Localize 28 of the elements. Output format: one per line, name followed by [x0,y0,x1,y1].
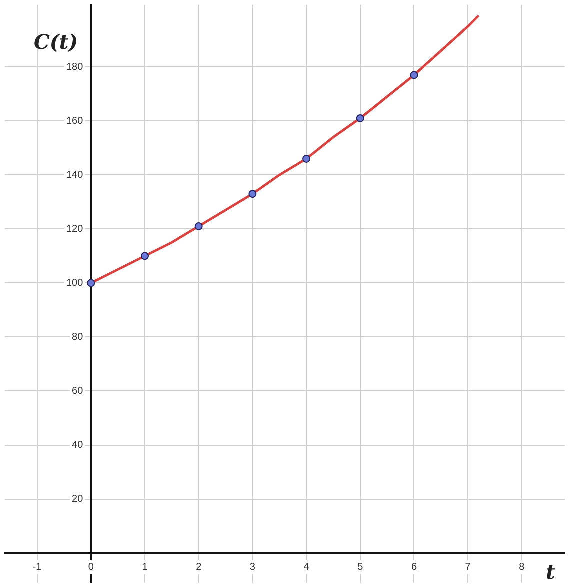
y-tick-label: 140 [66,170,84,181]
x-tick-label: 3 [250,562,256,574]
x-tick-label: -1 [32,562,42,574]
y-tick-label: 20 [72,494,84,506]
point [410,71,418,80]
point [302,154,311,163]
x-tick-label: 4 [304,562,310,574]
point [248,190,257,198]
x-tick-label: 2 [196,562,202,574]
y-tick-label: 120 [66,224,84,235]
point [194,222,203,230]
x-tick-label: 7 [465,562,472,574]
x-axis-title: t [546,560,556,584]
x-tick-label: 5 [358,562,364,574]
x-tick-label: 8 [519,562,526,574]
y-tick-label: 60 [72,386,84,397]
y-tick-label: 180 [66,62,84,73]
y-tick-label: 160 [66,116,84,127]
y-axis-title: C(t) [34,30,78,54]
point [141,252,149,260]
point [87,279,96,288]
y-tick-label: 100 [66,278,84,289]
x-tick-label: 0 [88,562,94,574]
x-tick-label: 1 [142,562,148,574]
point [356,114,364,122]
y-tick-label: 40 [72,440,84,451]
x-tick-label: 6 [411,562,418,574]
y-tick-label: 80 [72,332,84,343]
